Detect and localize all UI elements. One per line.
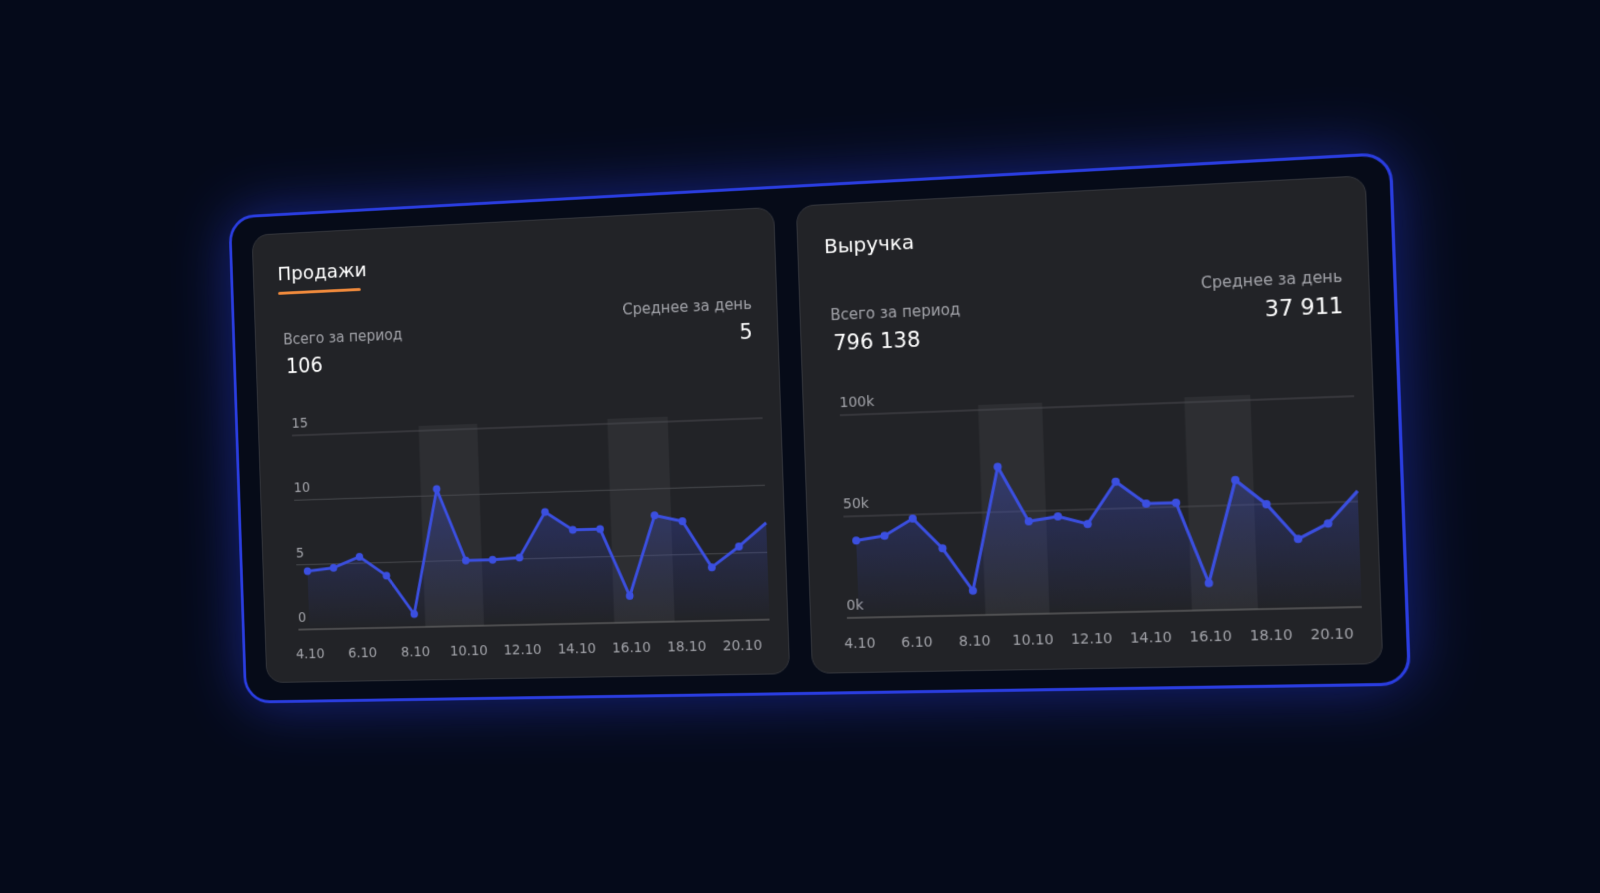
average-value: 37 911 [1264, 293, 1344, 322]
average-label: Среднее за день [1200, 268, 1342, 293]
y-tick-label: 100k [839, 394, 874, 412]
x-tick-label: 16.10 [1189, 628, 1232, 646]
active-underline [278, 288, 361, 295]
x-tick-label: 20.10 [1310, 626, 1354, 644]
x-tick-label: 12.10 [1070, 630, 1112, 648]
y-tick-label: 50k [842, 495, 869, 512]
x-tick-label: 10.10 [450, 643, 488, 660]
y-tick-label: 10 [293, 480, 310, 496]
y-tick-label: 15 [291, 415, 308, 431]
x-tick-label: 8.10 [401, 644, 431, 661]
dashboard-frame: Продажи Всего за период 106 Среднее за день… [228, 152, 1411, 704]
x-tick-label: 6.10 [348, 645, 377, 661]
x-tick-label: 4.10 [843, 635, 875, 652]
x-tick-label: 12.10 [503, 642, 542, 659]
x-tick-label: 18.10 [1249, 627, 1292, 645]
x-tick-label: 18.10 [667, 639, 707, 656]
x-tick-label: 6.10 [901, 634, 933, 651]
area [305, 479, 770, 630]
total-label: Всего за период [283, 326, 403, 348]
average-value: 5 [739, 319, 753, 344]
chart: Продажи Всего за период 106 Среднее за день… [253, 208, 790, 683]
total-value: 106 [286, 353, 323, 378]
grid-line [292, 418, 763, 435]
x-tick-label: 10.10 [1012, 632, 1054, 650]
x-tick-label: 14.10 [557, 641, 596, 658]
y-tick-label: 5 [296, 545, 305, 561]
x-tick-label: 8.10 [958, 633, 990, 650]
x-tick-label: 4.10 [296, 646, 325, 662]
average-label: Среднее за день [622, 295, 752, 318]
card-title: Продажи [277, 258, 367, 285]
x-tick-label: 16.10 [612, 640, 651, 657]
chart: Выручка Всего за период 796 138 Среднее за … [796, 176, 1383, 674]
total-label: Всего за период [830, 301, 961, 324]
grid-line [294, 485, 765, 500]
grid-line [839, 396, 1353, 415]
total-value: 796 138 [832, 327, 920, 356]
x-tick-label: 14.10 [1129, 629, 1171, 647]
chart-card: Продажи Всего за период 106 Среднее за день… [252, 207, 790, 683]
chart-card: Выручка Всего за период 796 138 Среднее за … [795, 175, 1383, 674]
y-tick-label: 0 [298, 610, 307, 626]
x-tick-label: 20.10 [722, 637, 762, 654]
card-title: Выручка [823, 230, 914, 258]
